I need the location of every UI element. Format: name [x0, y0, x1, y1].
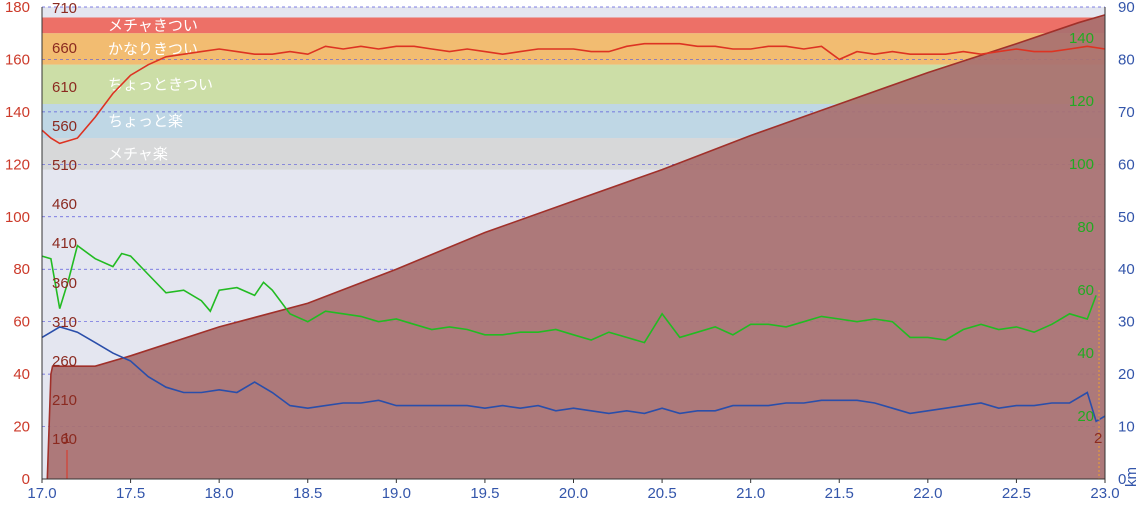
y-green-tick-1: 40	[1077, 345, 1094, 362]
x-tick-1: 17.5	[116, 485, 145, 502]
y-left-tick-0: 0	[22, 471, 30, 488]
series-line-3	[41, 326, 1106, 423]
y-left-tick-7: 140	[5, 104, 30, 121]
inner-tick-2: 260	[52, 353, 77, 370]
y-right-tick-5: 50	[1118, 209, 1135, 226]
inner-tick-7: 510	[52, 157, 77, 174]
x-tick-12: 23.0	[1090, 485, 1119, 502]
y-left-tick-6: 120	[5, 156, 30, 173]
inner-tick-0: 160	[52, 431, 77, 448]
y-left-tick-9: 180	[5, 0, 30, 16]
zone-label-1: かなりきつい	[108, 40, 198, 58]
y-left-tick-5: 100	[5, 209, 30, 226]
x-tick-7: 20.5	[647, 485, 676, 502]
y-green-tick-2: 60	[1077, 282, 1094, 299]
x-tick-8: 21.0	[736, 485, 765, 502]
series-line-1	[41, 42, 1106, 145]
inner-tick-6: 460	[52, 196, 77, 213]
zone-label-3: ちょっと楽	[108, 112, 183, 130]
inner-tick-10: 660	[52, 40, 77, 57]
y-green-tick-6: 140	[1069, 30, 1094, 47]
y-green-tick-3: 80	[1077, 219, 1094, 236]
y-right-tick-9: 90	[1118, 0, 1135, 16]
y-right-tick-6: 60	[1118, 156, 1135, 173]
y-left-tick-8: 160	[5, 51, 30, 68]
x-unit-label: km	[1123, 467, 1140, 487]
y-right-tick-0: 0	[1118, 471, 1126, 488]
inner-tick-9: 610	[52, 79, 77, 96]
x-tick-11: 22.5	[1002, 485, 1031, 502]
x-tick-9: 21.5	[825, 485, 854, 502]
zone-band-0	[42, 17, 1105, 34]
axes-layer: 0204060801001201401601800102030405060708…	[5, 0, 1140, 502]
y-right-tick-3: 30	[1118, 314, 1135, 331]
marker-label-0: 1	[62, 430, 70, 447]
inner-tick-5: 410	[52, 235, 77, 252]
y-green-tick-0: 20	[1077, 408, 1094, 425]
series-line-2	[41, 244, 1097, 344]
zone-label-0: メチャきつい	[108, 16, 198, 34]
series-area-0	[47, 14, 1105, 480]
y-right-tick-4: 40	[1118, 261, 1135, 278]
inner-tick-1: 210	[52, 392, 77, 409]
x-tick-0: 17.0	[27, 485, 56, 502]
zone-label-4: メチャ楽	[108, 145, 168, 163]
inner-tick-11: 710	[52, 0, 77, 17]
y-left-tick-2: 40	[13, 366, 30, 383]
inner-axis-labels: 160 210 260 310 360 410 460 510 560 610 660 710 1 2	[52, 0, 1102, 479]
x-tick-6: 20.0	[559, 485, 588, 502]
inner-tick-3: 310	[52, 314, 77, 331]
y-green-tick-4: 100	[1069, 156, 1094, 173]
y-green-tick-5: 120	[1069, 93, 1094, 110]
x-tick-10: 22.0	[913, 485, 942, 502]
y-right-tick-7: 70	[1118, 104, 1135, 121]
zone-label-2: ちょっときつい	[108, 75, 213, 93]
y-left-tick-1: 20	[13, 419, 30, 436]
x-tick-2: 18.0	[205, 485, 234, 502]
x-tick-5: 19.5	[470, 485, 499, 502]
y-left-tick-3: 60	[13, 314, 30, 331]
y-right-tick-2: 20	[1118, 366, 1135, 383]
series-layer	[41, 14, 1106, 480]
series-line-0	[46, 14, 1106, 480]
inner-tick-4: 360	[52, 275, 77, 292]
marker-label-1: 2	[1094, 430, 1102, 447]
x-tick-3: 18.5	[293, 485, 322, 502]
inner-tick-8: 560	[52, 118, 77, 135]
y-left-tick-4: 80	[13, 261, 30, 278]
y-right-tick-1: 10	[1118, 419, 1135, 436]
y-right-tick-8: 80	[1118, 51, 1135, 68]
x-tick-4: 19.0	[382, 485, 411, 502]
